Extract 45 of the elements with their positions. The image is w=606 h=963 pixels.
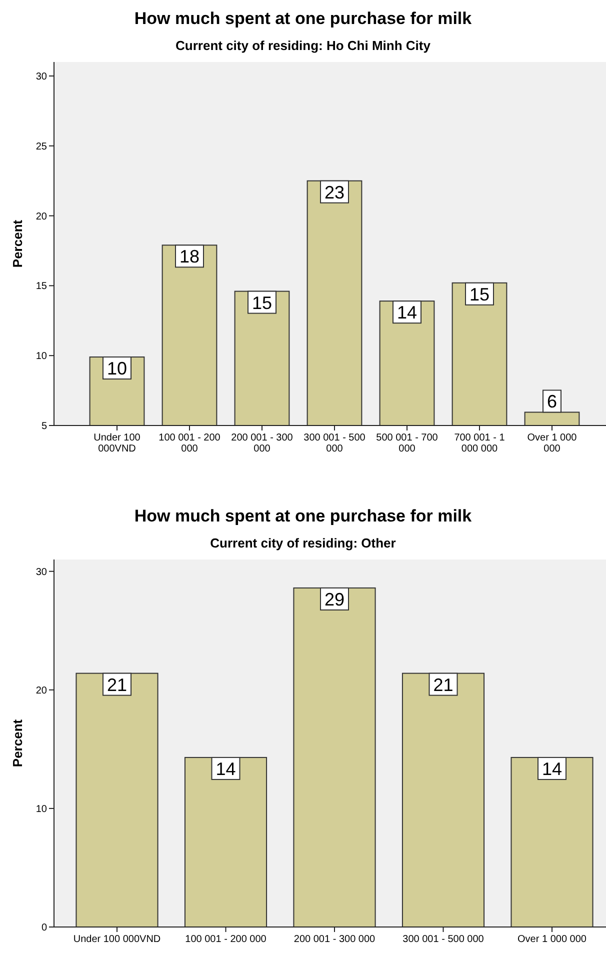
y-tick-label: 10 [36, 351, 48, 362]
chart-title: How much spent at one purchase for milk [134, 506, 472, 526]
x-tick-label: 300 001 - 500 000 [304, 432, 366, 454]
data-label: 21 [433, 674, 454, 695]
chart-subtitle: Current city of residing: Ho Chi Minh City [176, 38, 432, 53]
y-tick-label: 25 [36, 141, 48, 152]
y-tick-label: 30 [36, 71, 48, 82]
y-tick-label: 30 [36, 566, 48, 578]
y-tick-label: 10 [36, 804, 48, 815]
y-tick-label: 20 [36, 685, 48, 696]
bar [402, 672, 485, 928]
y-axis-title: Percent [10, 219, 25, 268]
y-tick-label: 5 [41, 421, 48, 432]
data-label: 6 [546, 392, 558, 412]
bar [184, 756, 268, 928]
bar [76, 672, 158, 928]
data-label: 29 [324, 589, 345, 610]
x-tick-label: 100 001 - 200 000 [185, 934, 267, 945]
data-label: 14 [216, 758, 236, 779]
data-label: 23 [324, 182, 345, 202]
data-label: 15 [252, 292, 272, 313]
data-label: 10 [106, 358, 128, 378]
y-tick-label: 0 [41, 922, 48, 934]
data-label: 14 [542, 758, 562, 779]
chart-subtitle: Current city of residing: Other [210, 536, 396, 550]
x-tick-label: Under 100 000VND [73, 934, 161, 945]
x-tick-label: Over 1 000 000 [518, 934, 587, 945]
x-tick-label: Over 1 000 000 [527, 432, 578, 454]
chart-title: How much spent at one purchase for milk [134, 9, 472, 28]
bar [510, 756, 594, 928]
data-label: 14 [396, 302, 418, 323]
x-tick-label: 200 001 - 300 000 [231, 432, 294, 454]
data-label: 15 [469, 284, 490, 304]
x-tick-label: 300 001 - 500 000 [402, 934, 484, 945]
x-tick-label: Under 100 000VND [94, 432, 141, 454]
x-tick-label: 500 001 - 700 000 [376, 432, 438, 454]
y-axis-title: Percent [10, 718, 25, 768]
data-label: 18 [179, 246, 200, 267]
data-label: 21 [106, 674, 128, 695]
y-tick-label: 15 [36, 281, 48, 292]
x-tick-label: 200 001 - 300 000 [294, 934, 376, 945]
y-tick-label: 20 [36, 211, 48, 222]
x-tick-label: 700 001 - 1 000 000 [454, 432, 506, 454]
x-tick-label: 100 001 - 200 000 [158, 432, 221, 454]
bar [293, 587, 376, 928]
